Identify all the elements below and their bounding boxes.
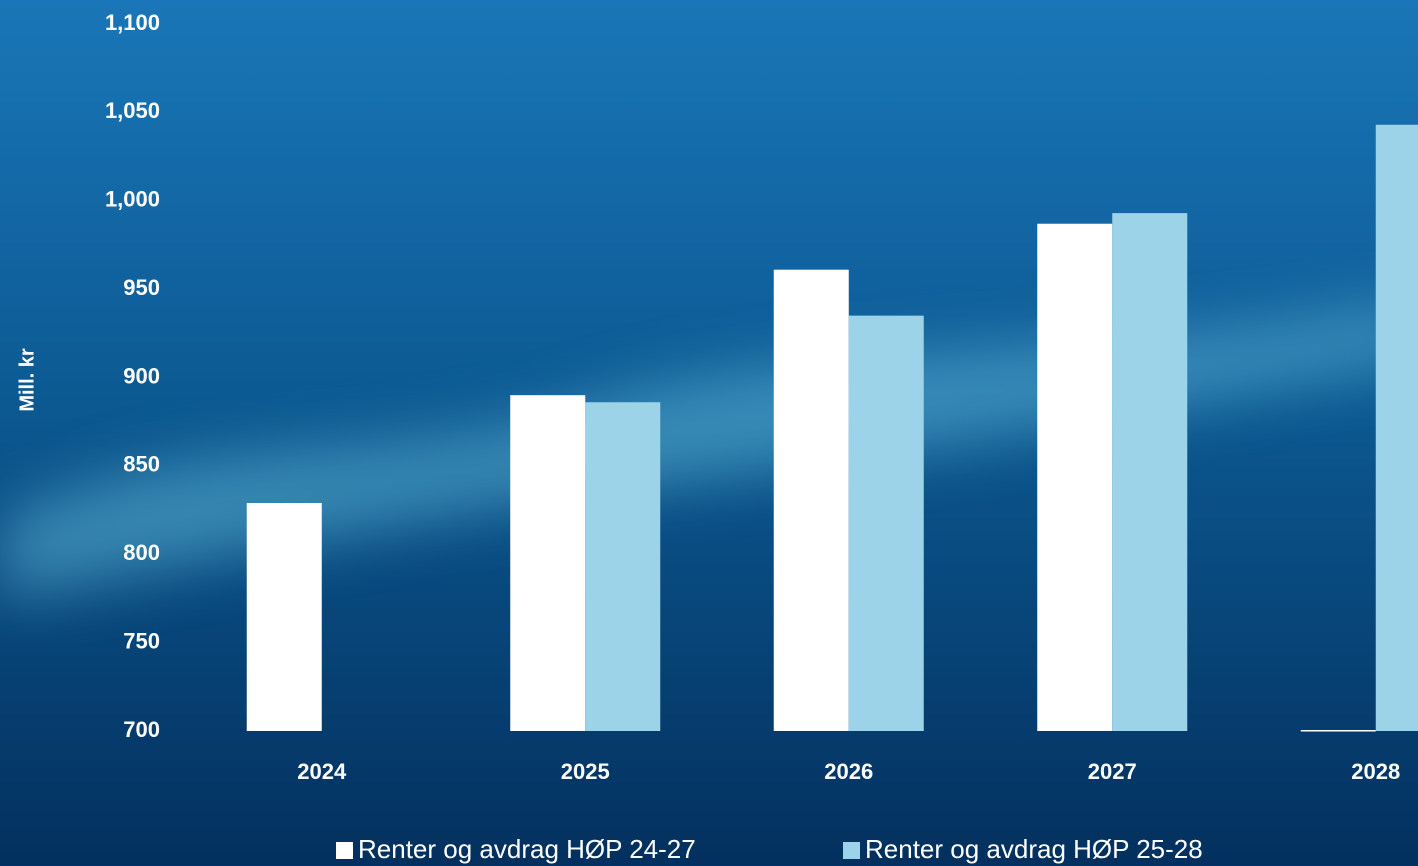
y-tick-label: 950 xyxy=(123,275,160,300)
y-tick-label: 1,050 xyxy=(105,98,160,123)
y-tick-label: 900 xyxy=(123,363,160,388)
x-tick-label: 2028 xyxy=(1351,759,1400,784)
bar xyxy=(585,402,661,731)
bar xyxy=(246,502,322,731)
y-tick-label: 1,000 xyxy=(105,187,160,212)
legend-swatch xyxy=(336,842,353,859)
x-tick-label: 2025 xyxy=(561,759,610,784)
bar xyxy=(1112,213,1188,731)
bar xyxy=(1300,730,1376,732)
bar xyxy=(1375,124,1418,731)
bar xyxy=(1037,223,1113,732)
x-tick-label: 2024 xyxy=(297,759,347,784)
legend: Renter og avdrag HØP 24-27 Renter og avdr… xyxy=(336,834,1203,864)
y-tick-label: 800 xyxy=(123,540,160,565)
legend-label: Renter og avdrag HØP 25-28 xyxy=(865,834,1203,864)
y-axis-label: Mill. kr xyxy=(16,348,38,412)
x-tick-label: 2027 xyxy=(1088,759,1137,784)
y-tick-label: 700 xyxy=(123,717,160,742)
y-tick-label: 750 xyxy=(123,628,160,653)
legend-label: Renter og avdrag HØP 24-27 xyxy=(358,834,696,864)
bar xyxy=(773,269,849,731)
y-tick-label: 1,100 xyxy=(105,10,160,35)
x-tick-label: 2026 xyxy=(824,759,873,784)
y-tick-label: 850 xyxy=(123,452,160,477)
legend-swatch xyxy=(843,842,860,859)
bar xyxy=(848,315,924,731)
bar xyxy=(510,395,586,731)
